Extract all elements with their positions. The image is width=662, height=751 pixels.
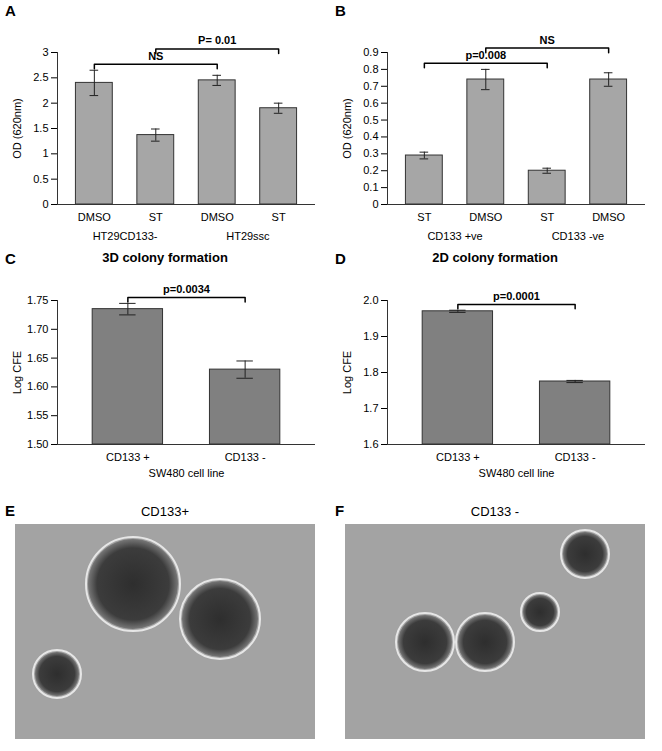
html-text:CD133 -: CD133 -: [470, 504, 520, 519]
html-text:D: D: [335, 250, 346, 267]
html-text:3D colony formation: 3D colony formation: [102, 250, 228, 265]
svg-text:0.2: 0.2: [363, 164, 378, 176]
svg-text:0.1: 0.1: [363, 181, 378, 193]
svg-text:CD133 +: CD133 +: [436, 451, 480, 463]
svg-text:3: 3: [42, 46, 48, 58]
svg-text:OD (620nm): OD (620nm): [341, 98, 353, 159]
svg-text:ST: ST: [272, 211, 286, 223]
svg-text:ST: ST: [149, 211, 163, 223]
html-text:2D colony formation: 2D colony formation: [432, 250, 558, 265]
svg-text:SW480 cell line: SW480 cell line: [479, 467, 555, 479]
svg-text:p=0.0034: p=0.0034: [163, 283, 211, 295]
svg-text:2.0: 2.0: [363, 294, 378, 306]
svg-text:OD (620nm): OD (620nm): [11, 98, 23, 159]
svg-text:1.5: 1.5: [33, 122, 48, 134]
svg-text:DMSO: DMSO: [78, 211, 111, 223]
svg-text:2: 2: [42, 97, 48, 109]
html-text:E: E: [5, 502, 15, 519]
svg-text:1: 1: [42, 147, 48, 159]
svg-text:CD133 +ve: CD133 +ve: [427, 230, 482, 242]
svg-text:NS: NS: [148, 50, 163, 62]
svg-text:p=0.008: p=0.008: [465, 49, 506, 61]
html-text:B: B: [335, 2, 346, 19]
svg-text:ST: ST: [540, 211, 554, 223]
svg-text:P= 0.01: P= 0.01: [198, 34, 236, 46]
html-text:C: C: [5, 250, 16, 267]
svg-text:0: 0: [372, 198, 378, 210]
svg-text:1.7: 1.7: [363, 402, 378, 414]
svg-text:CD133 +: CD133 +: [106, 451, 150, 463]
svg-text:0.5: 0.5: [363, 114, 378, 126]
svg-text:CD133 -: CD133 -: [225, 451, 266, 463]
svg-text:1.6: 1.6: [363, 438, 378, 450]
svg-text:p=0.0001: p=0.0001: [493, 290, 540, 302]
html-text:A: A: [5, 2, 16, 19]
svg-text:0.3: 0.3: [363, 147, 378, 159]
svg-text:CD133 -: CD133 -: [555, 451, 596, 463]
svg-text:CD133 -ve: CD133 -ve: [552, 230, 605, 242]
svg-text:1.8: 1.8: [363, 366, 378, 378]
svg-text:NS: NS: [540, 34, 555, 46]
svg-text:HT29CD133-: HT29CD133-: [93, 230, 158, 242]
svg-text:1.75: 1.75: [27, 294, 48, 306]
svg-text:DMSO: DMSO: [592, 211, 625, 223]
svg-text:2.5: 2.5: [33, 71, 48, 83]
svg-text:HT29ssc: HT29ssc: [226, 230, 270, 242]
svg-text:DMSO: DMSO: [469, 211, 502, 223]
svg-text:1.9: 1.9: [363, 330, 378, 342]
svg-text:1.60: 1.60: [27, 380, 48, 392]
html-text:F: F: [335, 502, 345, 519]
svg-text:1.50: 1.50: [27, 438, 48, 450]
svg-text:0.4: 0.4: [363, 130, 378, 142]
svg-text:ST: ST: [417, 211, 431, 223]
svg-text:Log CFE: Log CFE: [11, 351, 23, 394]
svg-text:DMSO: DMSO: [201, 211, 234, 223]
svg-text:1.55: 1.55: [27, 409, 48, 421]
svg-text:Log CFE: Log CFE: [341, 351, 353, 394]
html-text:CD133+: CD133+: [141, 504, 189, 519]
svg-text:0.5: 0.5: [33, 173, 48, 185]
svg-text:1.70: 1.70: [27, 323, 48, 335]
svg-text:1.65: 1.65: [27, 352, 48, 364]
svg-text:SW480 cell line: SW480 cell line: [149, 467, 225, 479]
svg-text:0.9: 0.9: [363, 46, 378, 58]
svg-text:0.8: 0.8: [363, 63, 378, 75]
svg-text:0.7: 0.7: [363, 80, 378, 92]
svg-text:0: 0: [42, 198, 48, 210]
svg-text:0.6: 0.6: [363, 97, 378, 109]
